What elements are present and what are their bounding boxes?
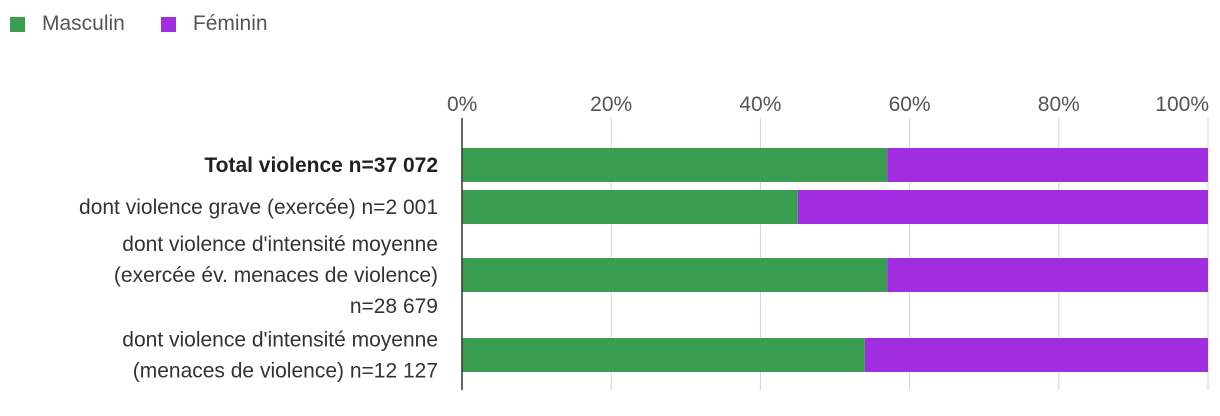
legend: Masculin Féminin: [10, 12, 304, 36]
category-label-2-line-1: (exercée év. menaces de violence): [114, 264, 438, 287]
bar-feminin-3: [864, 338, 1208, 372]
bar-feminin-2: [887, 258, 1208, 292]
x-tick-label-4: 80%: [1038, 93, 1080, 116]
category-label-0-line-0: Total violence n=37 072: [204, 154, 438, 177]
bar-masculin-0: [462, 148, 888, 182]
x-tick-label-5: 100%: [1155, 93, 1209, 116]
category-label-2-line-2: n=28 679: [350, 295, 438, 318]
bar-masculin-2: [462, 258, 888, 292]
legend-label-feminin: Féminin: [192, 12, 268, 35]
bar-masculin-1: [462, 190, 798, 224]
category-label-3-line-1: (menaces de violence) n=12 127: [133, 360, 438, 383]
category-label-1-line-0: dont violence grave (exercée) n=2 001: [79, 196, 438, 219]
category-label-3-line-0: dont violence d'intensité moyenne: [122, 329, 438, 352]
x-tick-label-2: 40%: [739, 93, 781, 116]
legend-item-masculin[interactable]: Masculin: [10, 12, 125, 36]
bar-feminin-0: [887, 148, 1208, 182]
x-tick-label-3: 60%: [889, 93, 931, 116]
x-tick-label-1: 20%: [590, 93, 632, 116]
x-tick-label-0: 0%: [447, 93, 477, 116]
legend-label-masculin: Masculin: [42, 12, 125, 35]
category-label-2-line-0: dont violence d'intensité moyenne: [122, 233, 438, 256]
legend-swatch-feminin: [160, 16, 176, 32]
bar-masculin-3: [462, 338, 865, 372]
bar-feminin-1: [797, 190, 1208, 224]
legend-swatch-masculin: [10, 16, 25, 32]
legend-item-feminin[interactable]: Féminin: [160, 12, 268, 36]
